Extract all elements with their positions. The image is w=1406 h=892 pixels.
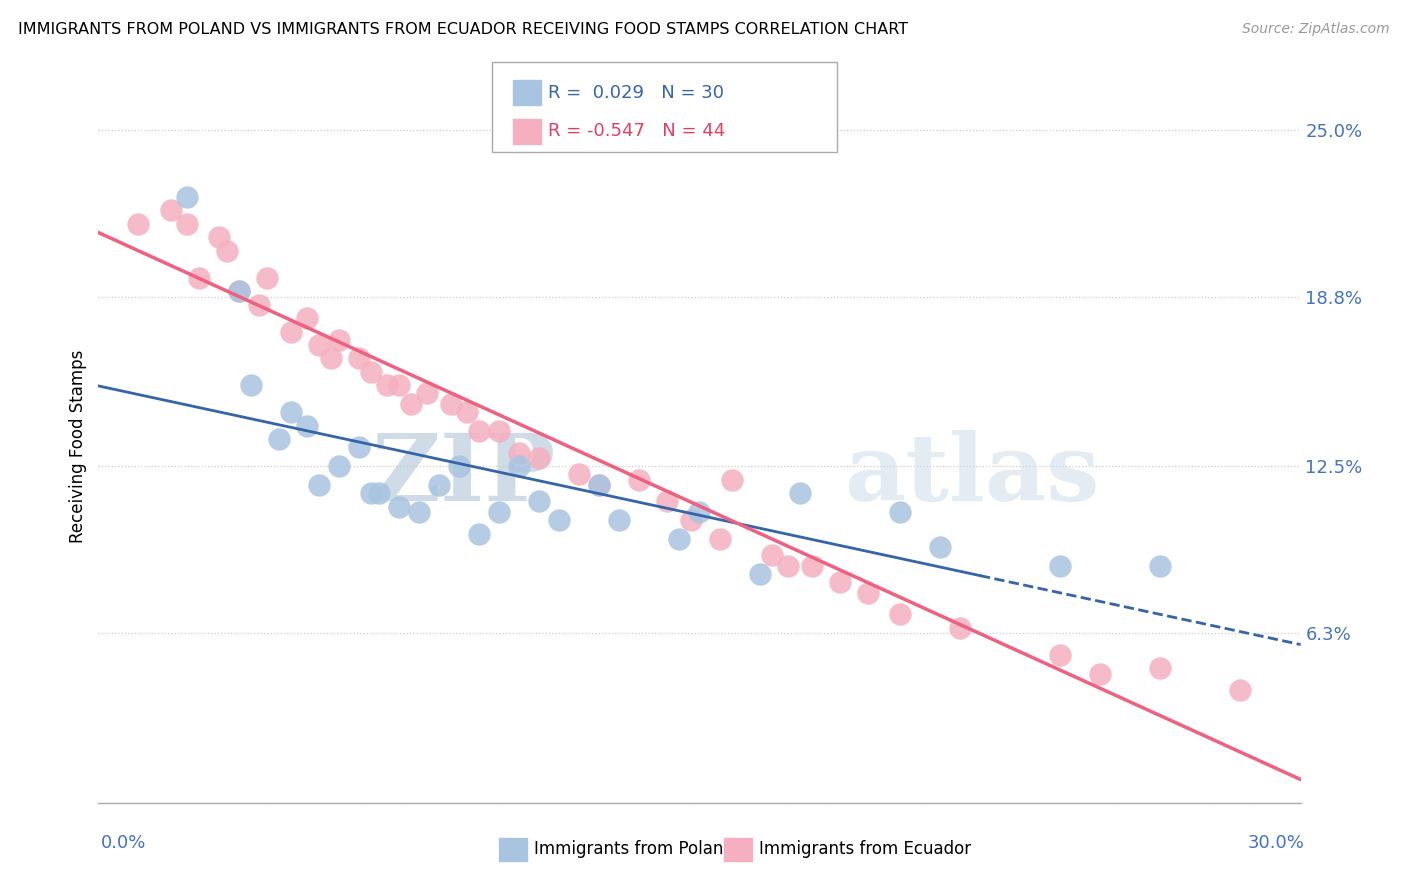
Point [588,478,610,492]
Point [508,446,530,460]
Point [328,459,350,474]
Point [657,494,679,508]
Point [568,467,591,482]
Point [776,558,799,573]
Text: IMMIGRANTS FROM POLAND VS IMMIGRANTS FROM ECUADOR RECEIVING FOOD STAMPS CORRELAT: IMMIGRANTS FROM POLAND VS IMMIGRANTS FRO… [18,22,908,37]
Point [1049,558,1071,573]
Point [295,311,318,326]
Text: Immigrants from Ecuador: Immigrants from Ecuador [759,840,972,858]
Point [1149,558,1171,573]
Point [440,397,463,411]
Point [709,532,731,546]
Point [347,441,370,455]
Point [208,230,231,244]
Point [529,494,551,508]
Point [280,325,302,339]
Point [427,478,450,492]
Point [508,459,530,474]
Text: ZIP: ZIP [371,430,555,519]
Point [789,486,811,500]
Point [228,284,250,298]
Point [408,505,430,519]
Point [388,500,411,514]
Point [929,540,952,554]
Point [176,217,198,231]
Point [295,418,318,433]
Point [1149,661,1171,675]
Point [375,378,398,392]
Text: 0.0%: 0.0% [101,834,146,852]
Point [247,298,270,312]
Text: Source: ZipAtlas.com: Source: ZipAtlas.com [1241,22,1389,37]
Text: R =  0.029   N = 30: R = 0.029 N = 30 [548,84,724,102]
Point [308,478,330,492]
Point [720,473,742,487]
Point [681,513,703,527]
Point [761,548,783,562]
Point [308,338,330,352]
Point [889,505,911,519]
Point [280,405,302,419]
Text: R = -0.547   N = 44: R = -0.547 N = 44 [548,122,725,140]
Point [1088,666,1111,681]
Point [588,478,610,492]
Text: atlas: atlas [844,430,1099,519]
Point [609,513,631,527]
Point [215,244,238,258]
Point [239,378,262,392]
Point [856,586,879,600]
Point [488,424,510,438]
Point [347,351,370,366]
Point [128,217,150,231]
Point [328,333,350,347]
Point [368,486,391,500]
Point [228,284,250,298]
Point [267,432,290,446]
Point [529,451,551,466]
Point [399,397,422,411]
Point [889,607,911,622]
Point [548,513,571,527]
Point [1049,648,1071,662]
Point [360,486,382,500]
Text: 30.0%: 30.0% [1249,834,1305,852]
Point [388,378,411,392]
Point [488,505,510,519]
Point [949,621,972,635]
Y-axis label: Receiving Food Stamps: Receiving Food Stamps [69,350,87,542]
Point [416,386,439,401]
Point [319,351,342,366]
Point [447,459,470,474]
Point [256,270,278,285]
Point [176,190,198,204]
Point [360,365,382,379]
Point [1229,682,1251,697]
Point [468,526,491,541]
Point [688,505,710,519]
Point [800,558,823,573]
Text: Immigrants from Poland: Immigrants from Poland [534,840,734,858]
Point [828,574,851,589]
Point [628,473,651,487]
Point [159,203,181,218]
Point [456,405,478,419]
Point [187,270,209,285]
Point [668,532,690,546]
Point [748,566,770,581]
Point [468,424,491,438]
